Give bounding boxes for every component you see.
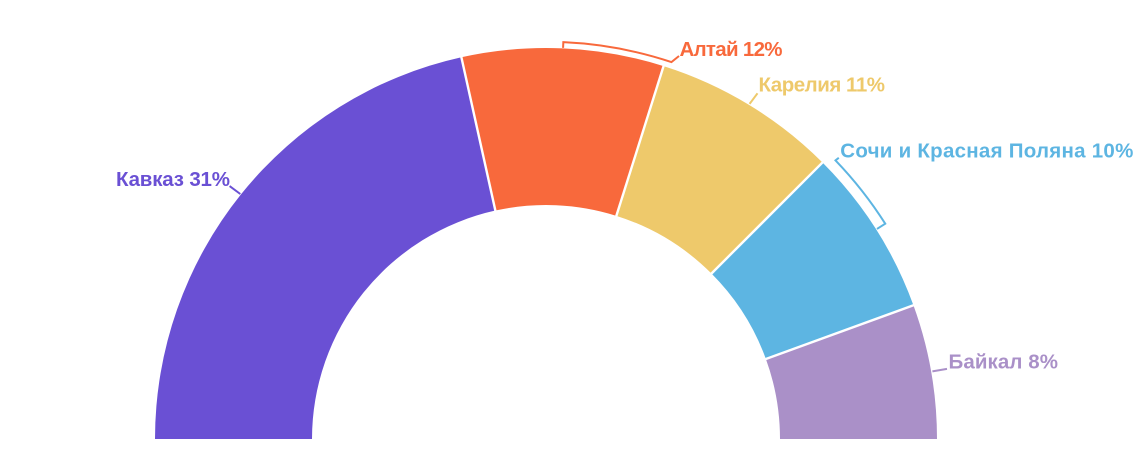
- svg-text:Карелия 11%: Карелия 11%: [759, 74, 886, 97]
- svg-text:Кавказ 31%: Кавказ 31%: [116, 168, 230, 191]
- svg-text:Байкал 8%: Байкал 8%: [949, 350, 1059, 373]
- svg-text:Сочи и Красная Поляна 10%: Сочи и Красная Поляна 10%: [840, 140, 1133, 163]
- svg-text:Алтай 12%: Алтай 12%: [680, 38, 783, 61]
